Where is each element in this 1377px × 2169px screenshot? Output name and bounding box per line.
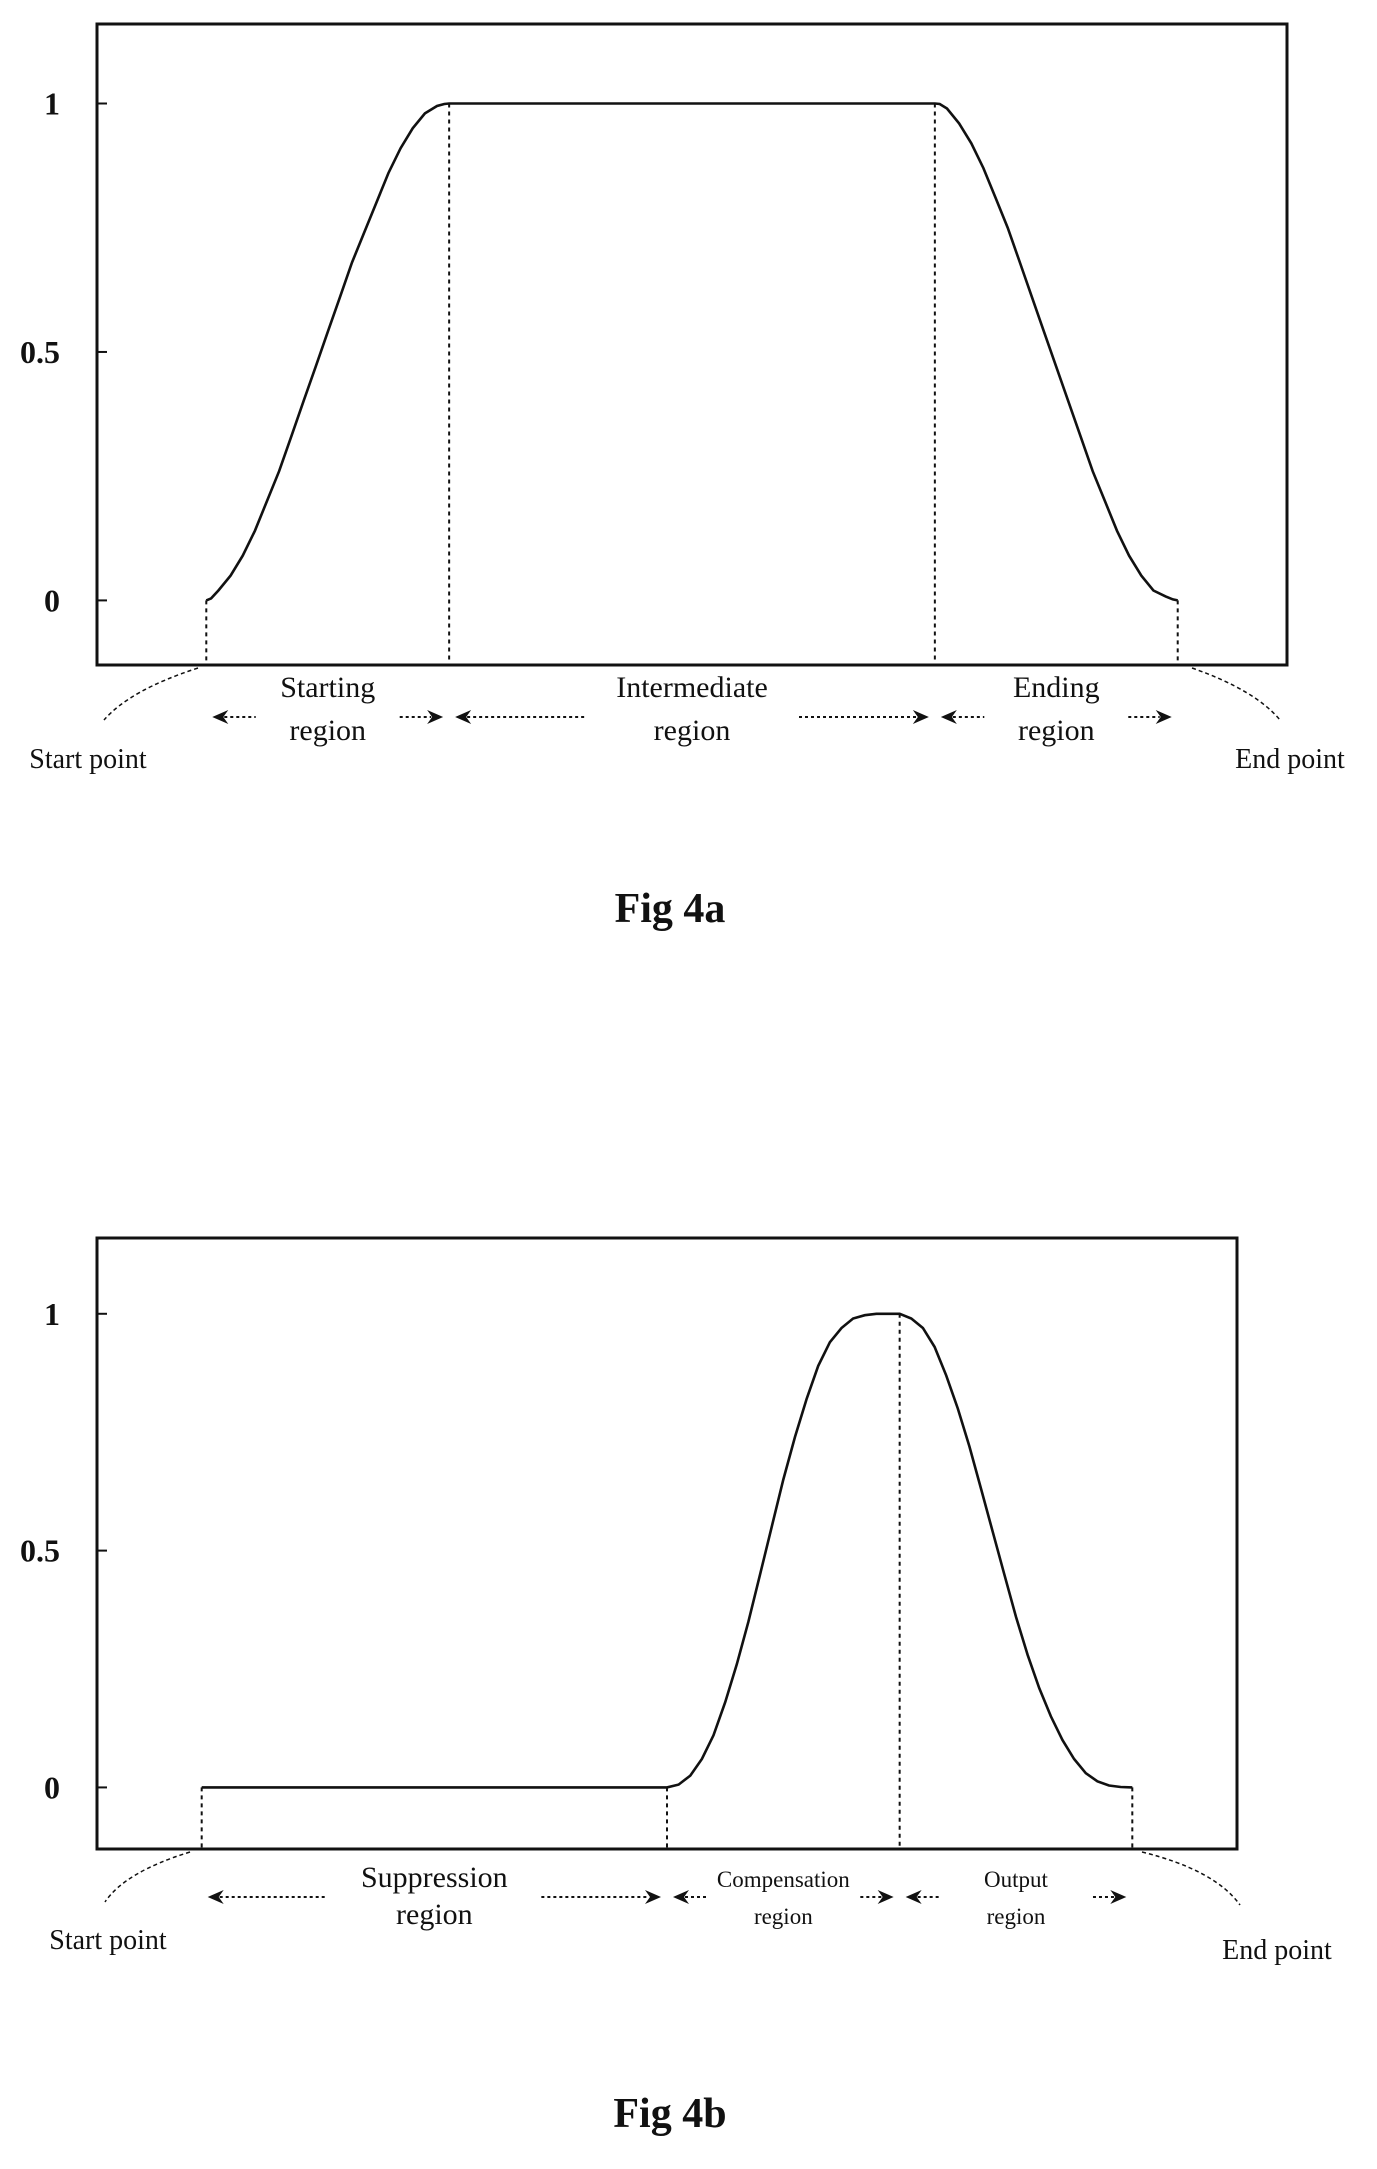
- region-label: region: [1018, 714, 1095, 747]
- arrowhead-left: [940, 710, 957, 724]
- region-label: Output: [984, 1867, 1049, 1892]
- start-point-label: Start point: [29, 744, 147, 775]
- figure-caption: Fig 4a: [615, 886, 726, 932]
- plot-frame: [95, 22, 1289, 667]
- y-tick-label: 1: [44, 1296, 60, 1332]
- y-tick-label: 0.5: [20, 334, 60, 370]
- arrowhead-right: [645, 1890, 661, 1904]
- arrowhead-right: [427, 710, 444, 724]
- region-label: Suppression: [361, 1861, 508, 1894]
- arrowhead-right: [877, 1890, 894, 1904]
- y-tick-label: 1: [44, 86, 60, 122]
- start-point-leader: [104, 1851, 191, 1903]
- plot-frame: [95, 1236, 1239, 1851]
- chart-fig-4a: 0 0.5 1 Starting region Intermediate region End…: [20, 22, 1345, 932]
- region-label: region: [754, 1904, 813, 1929]
- end-point-leader: [1141, 1851, 1241, 1906]
- arrowhead-left: [905, 1890, 922, 1904]
- end-point-leader: [1191, 667, 1281, 721]
- figure-caption: Fig 4b: [613, 2091, 726, 2137]
- start-point-leader: [103, 667, 199, 721]
- arrowhead-left: [673, 1890, 689, 1904]
- arrowhead-right: [1110, 1890, 1127, 1904]
- series-line: [205, 102, 1178, 602]
- region-label: Starting: [280, 671, 375, 704]
- arrowhead-left: [207, 1890, 224, 1904]
- arrowhead-left: [212, 710, 229, 724]
- series-line: [201, 1312, 1133, 1789]
- arrowhead-left: [455, 710, 472, 724]
- start-point-label: Start point: [49, 1925, 167, 1956]
- chart-fig-4b: 0 0.5 1 Suppression region Compensation region…: [20, 1236, 1332, 2137]
- y-tick-label: 0.5: [20, 1533, 60, 1569]
- arrowhead-right: [912, 710, 929, 724]
- end-point-label: End point: [1235, 744, 1345, 775]
- region-label: region: [987, 1904, 1046, 1929]
- y-tick-label: 0: [44, 1769, 60, 1805]
- region-label: region: [396, 1898, 473, 1931]
- arrowhead-right: [1155, 710, 1172, 724]
- region-label: Ending: [1013, 671, 1100, 704]
- region-label: region: [289, 714, 366, 747]
- region-label: Intermediate: [616, 671, 768, 704]
- end-point-label: End point: [1222, 1935, 1332, 1966]
- y-tick-label: 0: [44, 582, 60, 618]
- region-label: region: [654, 714, 731, 747]
- region-label: Compensation: [717, 1867, 850, 1892]
